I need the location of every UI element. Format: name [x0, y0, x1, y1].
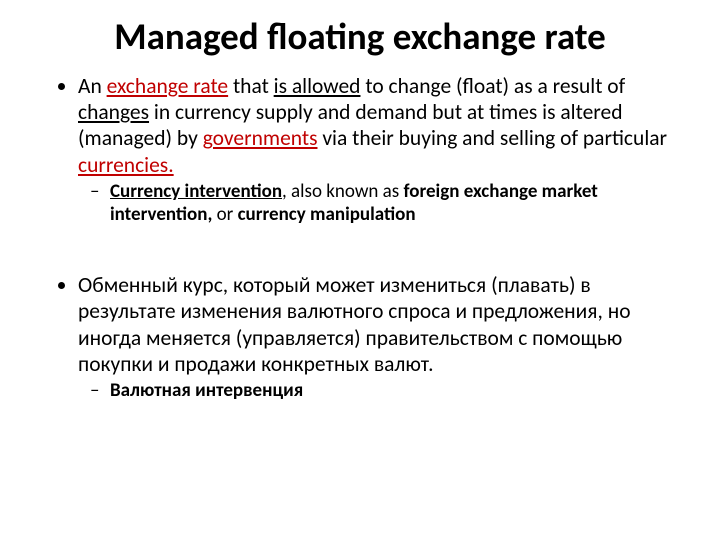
bullet-2: Обменный курс, который может измениться … — [78, 272, 684, 402]
text-underline: is allowed — [274, 73, 361, 99]
text-highlight: currencies. — [78, 152, 174, 178]
text: An — [78, 73, 107, 99]
text-highlight: exchange rate — [107, 73, 229, 99]
sub-bullet-list-2: Валютная интервенция — [78, 379, 684, 402]
bullet-1: An exchange rate that is allowed to chan… — [78, 73, 684, 226]
bullet-list-2: Обменный курс, который может измениться … — [36, 272, 684, 402]
text: that — [228, 73, 274, 99]
text-bold: Валютная интервенция — [110, 379, 303, 402]
sub-bullet-1: Currency intervention, also known as for… — [110, 180, 684, 226]
text-underline: changes — [78, 99, 149, 125]
slide-title: Managed floating exchange rate — [36, 14, 684, 59]
text: , also known as — [282, 180, 404, 203]
sub-bullet-2: Валютная интервенция — [110, 379, 684, 402]
slide: Managed floating exchange rate An exchan… — [0, 0, 720, 540]
bullet-list: An exchange rate that is allowed to chan… — [36, 73, 684, 226]
text: to change (float) as a result of — [360, 73, 625, 99]
text: Обменный курс, который может измениться … — [78, 272, 631, 377]
text: or — [212, 203, 237, 226]
text-bold: currency manipulation — [238, 203, 416, 226]
sub-bullet-list: Currency intervention, also known as for… — [78, 180, 684, 226]
text-bold-underline: Currency intervention — [110, 180, 282, 203]
spacer — [36, 226, 684, 272]
text: via their buying and selling of particul… — [317, 125, 667, 151]
text-highlight: governments — [203, 125, 318, 151]
